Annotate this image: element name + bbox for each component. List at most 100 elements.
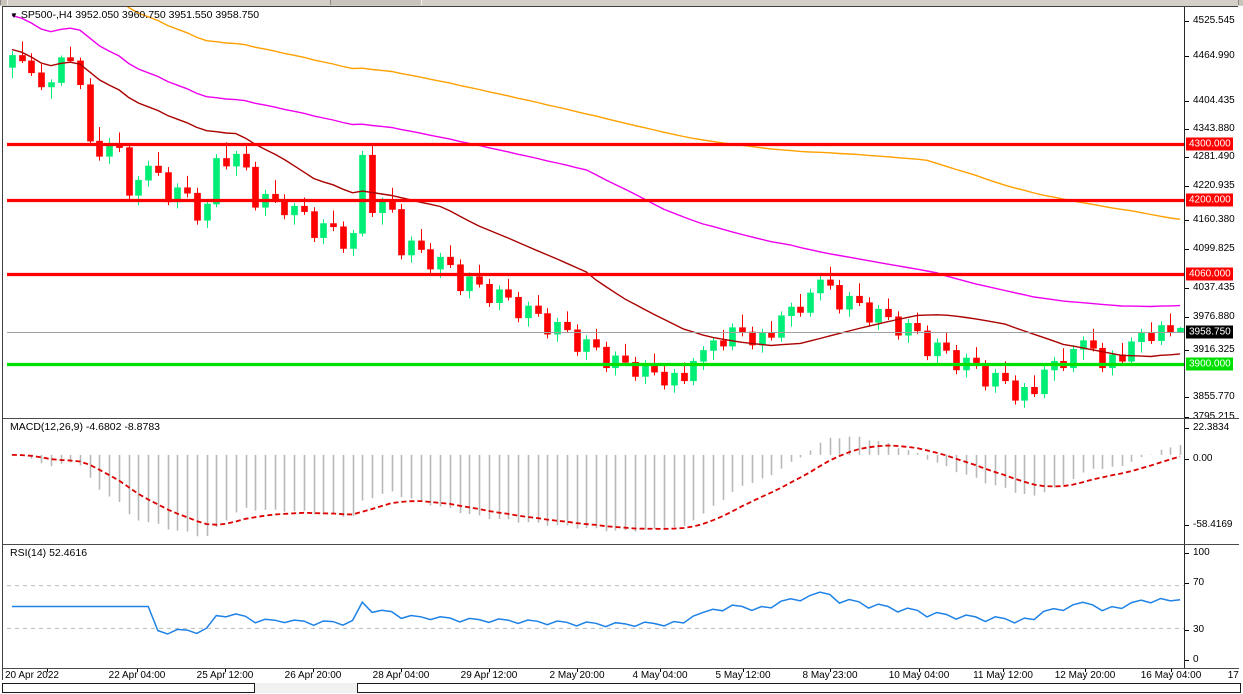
candle-body [1158,325,1165,341]
price-pane[interactable]: ▼ SP500-,H4 3952.050 3960.750 3951.550 39… [3,7,1239,418]
price-level-tag[interactable]: 4200.000 [1186,193,1233,207]
candle-body [505,289,512,298]
candle-body [252,166,259,208]
candle-body [1080,340,1087,350]
candle-body [204,203,211,221]
price-scale-tick [1185,220,1189,221]
candle-body [866,302,873,323]
candle-body [690,360,697,382]
candle-body [486,283,493,304]
time-axis-label: 29 Apr 12:00 [460,670,518,681]
rsi-pane-legend: RSI(14) 52.4616 [10,547,88,559]
price-scale-label: 3795.215 [1193,411,1235,419]
candle-body [788,306,795,317]
candle-body [554,321,561,335]
time-axis-tick [830,669,831,672]
price-level-tag[interactable]: 3900.000 [1186,357,1233,371]
macd-scale[interactable]: 22.3834 0.00 -58.4169 [1184,419,1239,544]
candle-body [291,205,298,216]
candle-body [856,295,863,304]
price-scale-tick [1185,186,1189,187]
collapse-caret-icon[interactable]: ▼ [10,11,18,20]
candle-body [233,153,240,167]
time-axis-label: 12 May 20:00 [1054,670,1116,681]
price-scale-tick [1185,288,1189,289]
candle-body [447,256,454,266]
candle-body [418,240,425,250]
candle-body [817,279,824,294]
candle-body [525,305,532,319]
candle-body [914,323,921,332]
candle-body [1070,349,1077,369]
time-axis-label: 28 Apr 04:00 [372,670,430,681]
price-scale[interactable]: 4525.545 4464.990 4404.435 4343.880 4281.490… [1184,7,1239,418]
candle-body [632,362,639,377]
candle-body [340,226,347,249]
price-scale-tick [1185,397,1189,398]
rsi-scale-label: 30 [1193,624,1205,635]
candle-body [720,340,727,347]
time-axis-tick [313,669,314,672]
scrollbar-thumb[interactable] [2,683,255,693]
rsi-line [11,591,1181,635]
candle-body [28,60,35,74]
rsi-scale-label: 100 [1193,547,1210,558]
candle-body [184,187,191,194]
candle-body [496,289,503,304]
time-axis-tick [1085,669,1086,672]
price-candles-canvas [7,7,1185,408]
price-scale-tick [1185,21,1189,22]
rsi-canvas [7,585,1185,635]
candle-body [982,365,989,387]
candle-body [1041,369,1048,395]
price-level-tag[interactable]: 3958.750 [1186,325,1233,339]
candle-body [671,372,678,386]
candle-body [243,153,250,168]
time-axis-label: 5 May 12:00 [715,670,771,681]
candle-body [1021,386,1028,401]
candle-body [67,57,74,62]
time-axis[interactable]: 20 Apr 2022 22 Apr 04:00 25 Apr 12:00 26 Ap… [3,668,1239,683]
price-level-tag[interactable]: 4300.000 [1186,137,1233,151]
macd-scale-label: 0.00 [1193,453,1213,464]
time-axis-tick [577,669,578,672]
price-scale-tick [1185,129,1189,130]
rsi-pane[interactable]: RSI(14) 52.4616 100 70 30 0 [3,544,1239,668]
candle-body [165,172,172,203]
horizontal-scrollbar[interactable] [2,681,1241,694]
candle-body [681,372,688,382]
macd-pane[interactable]: MACD(12,26,9) -4.6802 -8.8783 22.3834 0.0… [3,418,1239,544]
time-axis-label: 25 Apr 12:00 [196,670,254,681]
candle-body [457,264,464,292]
candle-body [739,327,746,333]
rsi-plot-area[interactable] [7,545,1185,668]
candle-body [603,346,610,369]
candle-body [729,327,736,347]
candle-body [807,292,814,313]
scrollbar-secondary-region[interactable] [357,683,1241,693]
price-scale-tick [1185,56,1189,57]
candle-body [87,84,94,142]
candle-body [48,82,55,88]
candle-body [1167,325,1174,333]
candle-body [408,240,415,256]
rsi-scale[interactable]: 100 70 30 0 [1184,545,1239,668]
candle-series [9,41,1184,408]
price-level-tag[interactable]: 4060.000 [1186,267,1233,281]
macd-plot-area[interactable] [7,419,1185,544]
price-pane-legend: ▼ SP500-,H4 3952.050 3960.750 3951.550 39… [10,9,259,22]
candle-body [827,279,834,286]
time-axis-label: 20 Apr 2022 [5,670,59,681]
candle-body [544,313,551,335]
candle-body [924,330,931,357]
rsi-scale-tick [1185,553,1189,554]
macd-pane-legend: MACD(12,26,9) -4.6802 -8.8783 [10,421,160,433]
price-plot-area[interactable] [7,7,1185,418]
time-axis-label: 26 Apr 20:00 [284,670,342,681]
candle-body [759,332,766,346]
time-axis-label: 22 Apr 04:00 [108,670,166,681]
time-axis-tick [225,669,226,672]
candle-body [836,285,843,310]
candle-body [642,364,649,377]
candle-body [797,306,804,313]
